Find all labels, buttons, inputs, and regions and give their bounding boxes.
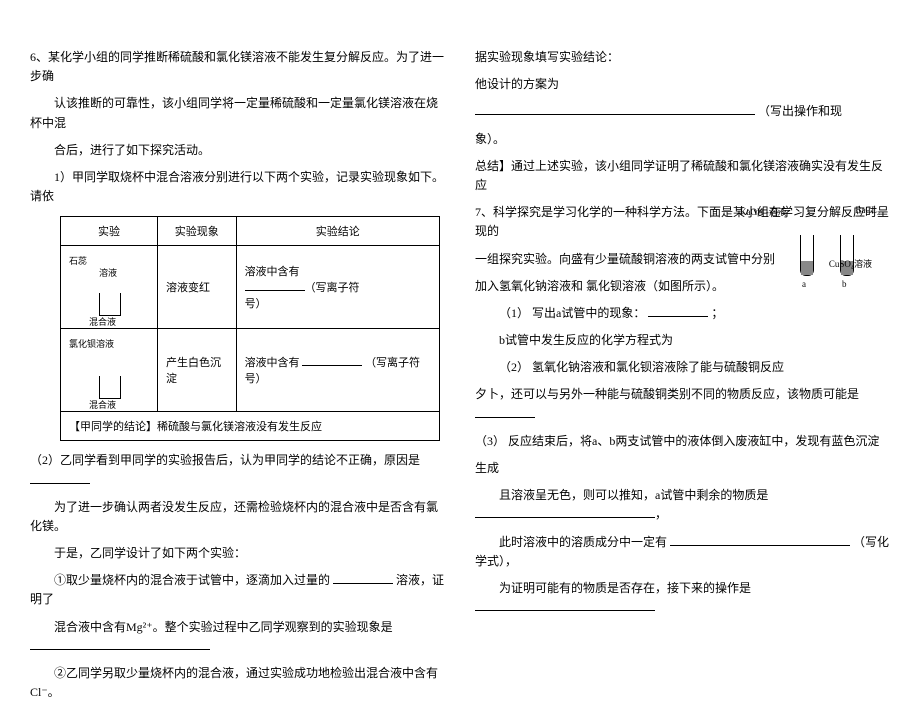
- step2-intro-text: （2）乙同学看到甲同学的实验报告后，认为甲同学的结论不正确，原因是: [30, 453, 420, 467]
- q7-sub3-a: （3） 反应结束后，将a、b两支试管中的液体倒入废液缸中，发现有蓝色沉淀: [475, 432, 890, 451]
- blank-field[interactable]: [475, 598, 655, 611]
- left-column: 6、某化学小组的同学推断稀硫酸和氯化镁溶液不能发生复分解反应。为了进一步确 认该…: [0, 0, 465, 654]
- row1-conclusion: 溶液中含有 （写离子符 号）: [236, 246, 439, 329]
- step2-d1: 混合液中含有Mg²⁺。整个实验过程中乙同学观察到的实验现象是: [54, 620, 393, 634]
- sub1-b-text: b试管中发生反应的化学方程式为: [499, 333, 673, 347]
- beaker-diagram-2: 氯化钡溶液 混合液: [69, 335, 149, 405]
- label-bacl2: 氯化钡溶液: [69, 337, 114, 350]
- summary-text: 通过上述实验，该小组同学证明了稀硫酸和氯化镁溶液确实没有发生反应: [475, 159, 883, 192]
- diagram-cuso4-label: CuSO₄溶液: [829, 257, 872, 270]
- table-header-row: 实验 实验现象 实验结论: [61, 217, 440, 246]
- jia-conclusion: 【甲同学的结论】稀硫酸与氯化镁溶液没有发生反应: [61, 412, 440, 441]
- q6-intro-line3: 合后，进行了如下探究活动。: [30, 141, 445, 160]
- q6-step2-intro: （2）乙同学看到甲同学的实验报告后，认为甲同学的结论不正确，原因是: [30, 451, 445, 489]
- step2-c1: ①取少量烧杯内的混合液于试管中，逐滴加入过量的: [54, 573, 330, 587]
- q6-step2-e: ②乙同学另取少量烧杯内的混合液，通过实验成功地检验出混合液中含有Cl⁻。: [30, 664, 445, 702]
- liquid-icon: [801, 261, 813, 275]
- row1-diagram-cell: 石蕊 溶液 混合液: [61, 246, 158, 329]
- cont-line4: 象）。: [475, 130, 890, 149]
- diagram-bacl2-label: BaCL₂: [855, 205, 880, 215]
- tube-b-label: b: [842, 279, 847, 289]
- col-1-header: 实验: [61, 217, 158, 246]
- sub1-a-suffix: ；: [711, 306, 723, 320]
- row1-phenomenon: 溶液变红: [158, 246, 237, 329]
- right-column: 据实验现象填写实验结论： 他设计的方案为 （写出操作和现 象）。 总结】通过上述…: [465, 0, 920, 654]
- summary-label: 总结】: [475, 159, 511, 173]
- cont-line3: （写出操作和现: [475, 102, 890, 121]
- summary-line: 总结】通过上述实验，该小组同学证明了稀硫酸和氯化镁溶液确实没有发生反应: [475, 157, 890, 195]
- q6-step1: 1）甲同学取烧杯中混合溶液分别进行以下两个实验，记录实验现象如下。请依: [30, 168, 445, 206]
- blank-field[interactable]: [30, 637, 210, 650]
- label-solution: 溶液: [99, 266, 117, 279]
- table-row: 石蕊 溶液 混合液 溶液变红 溶液中含有 （写离子符 号）: [61, 246, 440, 329]
- q6-step2-b: 于是，乙同学设计了如下两个实验：: [30, 544, 445, 563]
- blank-field[interactable]: [302, 354, 362, 366]
- q6-number: 6、: [30, 50, 48, 64]
- blank-field[interactable]: [30, 471, 90, 484]
- row1-concl-l2: （写离子符: [305, 282, 360, 294]
- sub1-a-text: （1） 写出a试管中的现象：: [499, 306, 645, 320]
- blank-field[interactable]: [648, 304, 708, 317]
- blank-field[interactable]: [245, 279, 305, 291]
- diagram-koh-label: KaOH -溶液: [740, 205, 787, 218]
- col-2-header: 实验现象: [158, 217, 237, 246]
- label-mix: 混合液: [89, 315, 116, 328]
- q7-sub3-b: 生成: [475, 459, 890, 478]
- table-conclusion-row: 【甲同学的结论】稀硫酸与氯化镁溶液没有发生反应: [61, 412, 440, 441]
- row2-diagram-cell: 氯化钡溶液 混合液: [61, 329, 158, 412]
- blank-field[interactable]: [333, 571, 393, 584]
- experiment-table: 实验 实验现象 实验结论 石蕊 溶液 混合液 溶液变红 溶液中含有 （写离子符: [60, 216, 440, 441]
- q7-sub3-d: 此时溶液中的溶质成分中一定有 （写化学式），: [475, 533, 890, 571]
- col-3-header: 实验结论: [236, 217, 439, 246]
- tube-a-label: a: [802, 279, 806, 289]
- label-mix2: 混合液: [89, 398, 116, 411]
- row2-phenomenon: 产生白色沉淀: [158, 329, 237, 412]
- q7-sub3-c: 且溶液呈无色，则可以推知，a试管中剩余的物质是 ，: [475, 486, 890, 524]
- cont-line1: 据实验现象填写实验结论：: [475, 48, 890, 67]
- beaker-diagram-1: 石蕊 溶液 混合液: [69, 252, 149, 322]
- q6-step2-d: 混合液中含有Mg²⁺。整个实验过程中乙同学观察到的实验现象是: [30, 618, 445, 656]
- table-row: 氯化钡溶液 混合液 产生白色沉淀 溶液中含有 （写离子符号）: [61, 329, 440, 412]
- sub3-e-text: 为证明可能有的物质是否存在，接下来的操作是: [499, 581, 751, 595]
- tube-diagram: KaOH -溶液 BaCL₂ CuSO₄溶液 a b: [740, 205, 880, 305]
- beaker-icon: [99, 293, 121, 316]
- row2-conclusion: 溶液中含有 （写离子符号）: [236, 329, 439, 412]
- cont-line3-suffix: （写出操作和现: [758, 104, 842, 118]
- label-litmus: 石蕊: [69, 254, 87, 267]
- test-tube-a-icon: [800, 235, 814, 276]
- row1-concl-l3: 号）: [245, 298, 267, 310]
- q7-sub1-a: （1） 写出a试管中的现象： ；: [475, 304, 890, 323]
- row1-concl-l1: 溶液中含有: [245, 266, 300, 278]
- q7-sub2-a: （2） 氢氧化钠溶液和氯化钡溶液除了能与硫酸铜反应: [475, 358, 890, 377]
- sub2-b-text: 夕卜，还可以与另外一种能与硫酸铜类别不同的物质反应，该物质可能是: [475, 387, 859, 401]
- blank-field[interactable]: [475, 102, 755, 115]
- beaker-icon: [99, 376, 121, 399]
- blank-field[interactable]: [475, 405, 535, 418]
- cont-line2-text: 他设计的方案为: [475, 77, 559, 91]
- sub3-d1: 此时溶液中的溶质成分中一定有: [499, 535, 667, 549]
- blank-field[interactable]: [670, 533, 850, 546]
- q6-step2-c: ①取少量烧杯内的混合液于试管中，逐滴加入过量的 溶液，证明了: [30, 571, 445, 609]
- blank-field[interactable]: [475, 505, 655, 518]
- q6-intro1-text: 某化学小组的同学推断稀硫酸和氯化镁溶液不能发生复分解反应。为了进一步确: [30, 50, 444, 83]
- row2-concl-l1: 溶液中含有: [245, 357, 300, 369]
- q7-sub1-b: b试管中发生反应的化学方程式为: [475, 331, 890, 350]
- q6-intro-line2: 认该推断的可靠性，该小组同学将一定量稀硫酸和一定量氯化镁溶液在烧杯中混: [30, 94, 445, 132]
- q7-sub3-e: 为证明可能有的物质是否存在，接下来的操作是: [475, 579, 890, 617]
- q6-intro-line1: 6、某化学小组的同学推断稀硫酸和氯化镁溶液不能发生复分解反应。为了进一步确: [30, 48, 445, 86]
- q7-sub2-b: 夕卜，还可以与另外一种能与硫酸铜类别不同的物质反应，该物质可能是: [475, 385, 890, 423]
- q7-number: 7、: [475, 205, 493, 219]
- sub3-c-text: 且溶液呈无色，则可以推知，a试管中剩余的物质是: [499, 488, 768, 502]
- q6-step2-a: 为了进一步确认两者没发生反应，还需检验烧杯内的混合液中是否含有氯化镁。: [30, 498, 445, 536]
- cont-line2: 他设计的方案为: [475, 75, 890, 94]
